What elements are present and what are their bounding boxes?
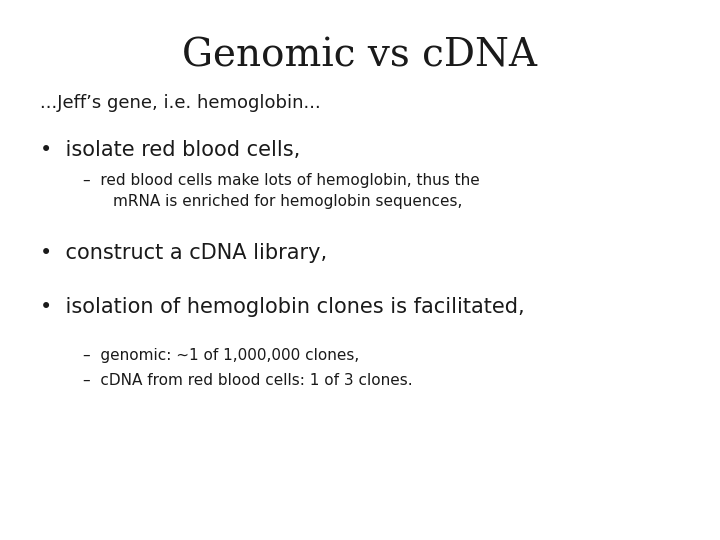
Text: –  genomic: ~1 of 1,000,000 clones,: – genomic: ~1 of 1,000,000 clones,	[83, 348, 359, 363]
Text: mRNA is enriched for hemoglobin sequences,: mRNA is enriched for hemoglobin sequence…	[113, 194, 462, 210]
Text: –  red blood cells make lots of hemoglobin, thus the: – red blood cells make lots of hemoglobi…	[83, 173, 480, 188]
Text: •  isolation of hemoglobin clones is facilitated,: • isolation of hemoglobin clones is faci…	[40, 297, 524, 317]
Text: –  cDNA from red blood cells: 1 of 3 clones.: – cDNA from red blood cells: 1 of 3 clon…	[83, 373, 413, 388]
Text: ...Jeff’s gene, i.e. hemoglobin...: ...Jeff’s gene, i.e. hemoglobin...	[40, 94, 320, 112]
Text: Genomic vs cDNA: Genomic vs cDNA	[182, 38, 538, 75]
Text: •  construct a cDNA library,: • construct a cDNA library,	[40, 243, 327, 263]
Text: •  isolate red blood cells,: • isolate red blood cells,	[40, 140, 300, 160]
